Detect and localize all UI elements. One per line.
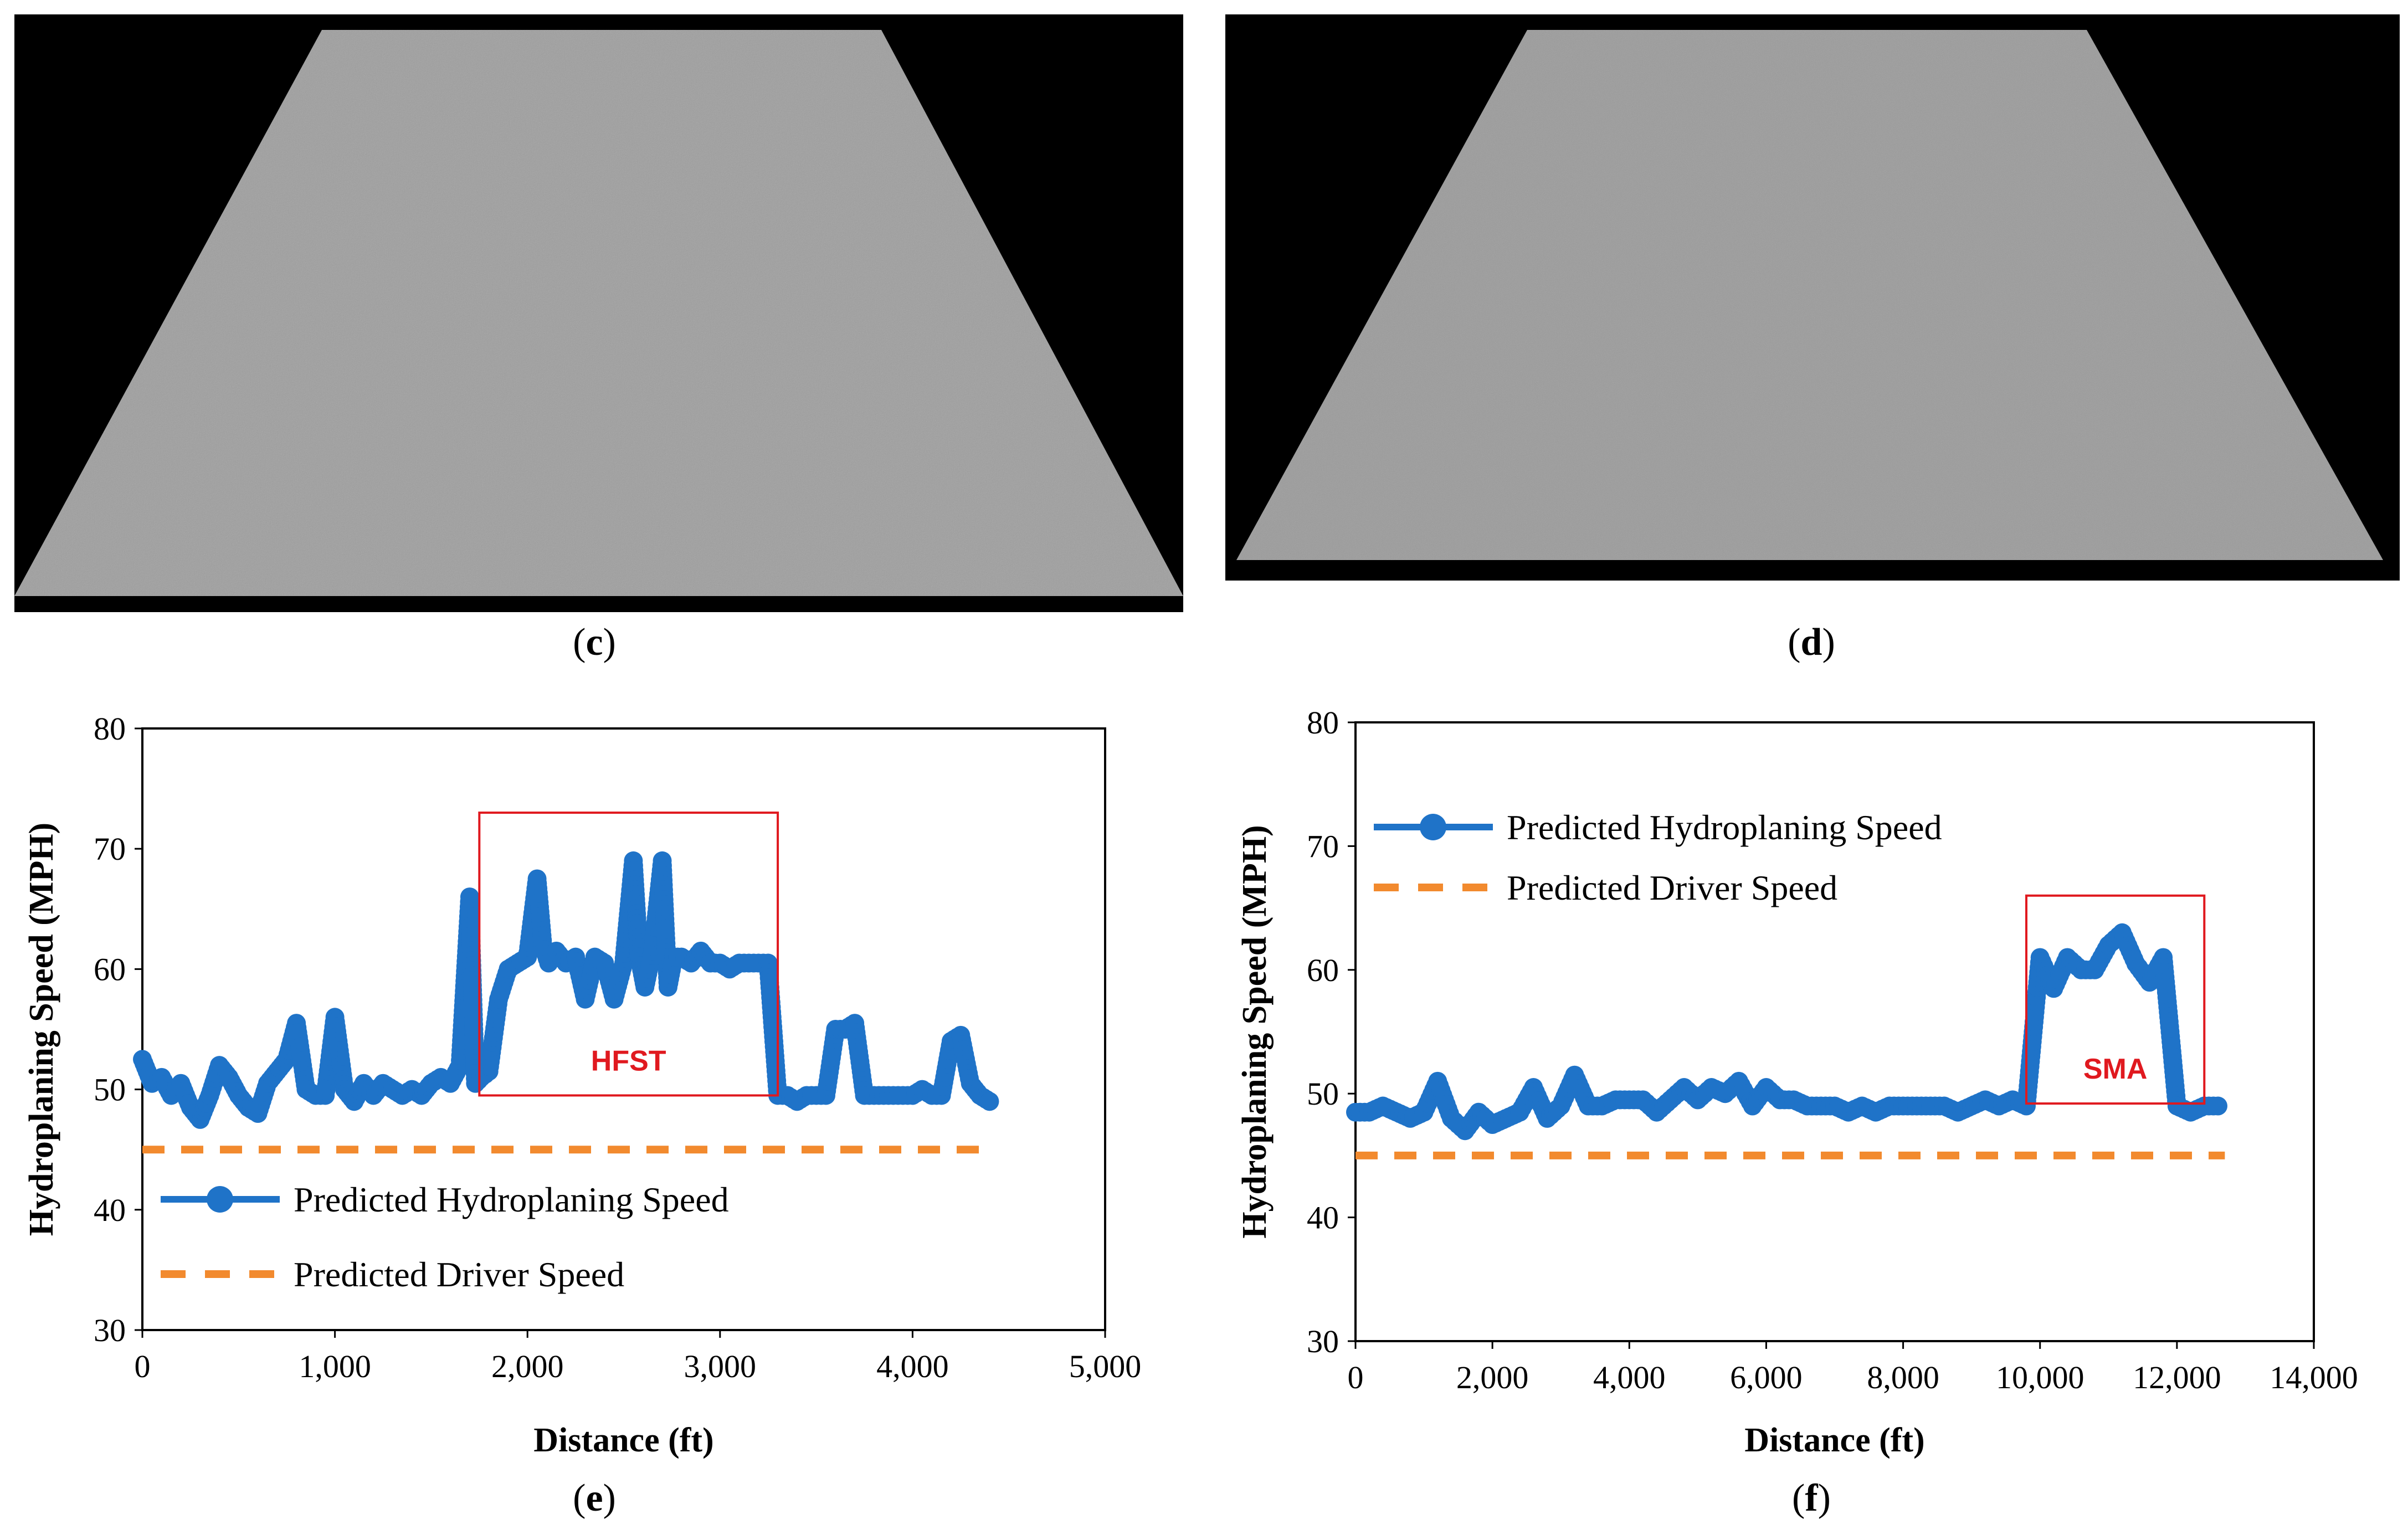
surface-scan-c bbox=[14, 14, 1183, 612]
y-tick-label: 30 bbox=[94, 1312, 126, 1348]
x-tick-label: 8,000 bbox=[1867, 1359, 1939, 1395]
y-tick-label: 80 bbox=[94, 711, 126, 747]
highlight-box-hfst bbox=[478, 812, 779, 1097]
surface-scan-d-image bbox=[1236, 30, 2383, 560]
x-tick-label: 5,000 bbox=[1069, 1348, 1142, 1384]
x-tick-label: 4,000 bbox=[876, 1348, 949, 1384]
x-tick-label: 0 bbox=[1348, 1359, 1364, 1395]
x-axis-title: Distance (ft) bbox=[1744, 1421, 1924, 1459]
y-axis-title: Hydroplaning Speed (MPH) bbox=[1236, 825, 1274, 1238]
chart-f: 30 40 50 60 70 80 0 2,000 4,000 6,000 8,000 10,000 1… bbox=[1236, 705, 2358, 1459]
x-axis-title: Distance (ft) bbox=[533, 1421, 713, 1459]
caption-d: (d) bbox=[1788, 621, 1835, 664]
y-tick-label: 60 bbox=[94, 951, 126, 987]
legend-hydroplaning-swatch-marker bbox=[207, 1186, 233, 1213]
y-tick-label: 70 bbox=[94, 831, 126, 867]
highlight-box-sma bbox=[2025, 894, 2206, 1105]
highlight-label-sma: SMA bbox=[2083, 1053, 2148, 1085]
caption-e: (e) bbox=[573, 1477, 616, 1520]
hydroplaning-speed-point bbox=[2209, 1096, 2227, 1116]
x-tick-label: 2,000 bbox=[491, 1348, 564, 1384]
x-tick-label: 6,000 bbox=[1730, 1359, 1803, 1395]
x-tick-label: 4,000 bbox=[1593, 1359, 1666, 1395]
caption-c: (c) bbox=[573, 621, 616, 664]
y-tick-label: 80 bbox=[1307, 705, 1339, 741]
y-tick-label: 50 bbox=[94, 1072, 126, 1108]
legend-hydroplaning-swatch-marker bbox=[1420, 814, 1446, 840]
legend-hydroplaning-label: Predicted Hydroplaning Speed bbox=[1507, 808, 1942, 847]
x-tick-label: 1,000 bbox=[299, 1348, 371, 1384]
legend-driver-label: Predicted Driver Speed bbox=[1507, 868, 1837, 907]
caption-f: (f) bbox=[1792, 1477, 1831, 1520]
surface-scan-d bbox=[1225, 14, 2400, 581]
chart-e: 30 40 50 60 70 80 0 1,000 2,000 3,000 4,000 5,000 Hy… bbox=[23, 711, 1142, 1459]
x-tick-label: 2,000 bbox=[1456, 1359, 1529, 1395]
x-tick-label: 0 bbox=[135, 1348, 151, 1384]
x-tick-label: 14,000 bbox=[2270, 1359, 2358, 1395]
highlight-label-hfst: HFST bbox=[591, 1045, 666, 1077]
x-tick-label: 3,000 bbox=[684, 1348, 757, 1384]
legend-driver-label: Predicted Driver Speed bbox=[294, 1255, 624, 1294]
y-tick-label: 30 bbox=[1307, 1323, 1339, 1359]
x-tick-label: 12,000 bbox=[2133, 1359, 2221, 1395]
y-tick-label: 60 bbox=[1307, 952, 1339, 988]
surface-scan-c-image bbox=[14, 30, 1183, 596]
x-tick-label: 10,000 bbox=[1996, 1359, 2084, 1395]
legend-hydroplaning-label: Predicted Hydroplaning Speed bbox=[294, 1180, 729, 1219]
y-tick-label: 70 bbox=[1307, 828, 1339, 864]
y-tick-label: 40 bbox=[94, 1192, 126, 1228]
y-tick-label: 50 bbox=[1307, 1076, 1339, 1112]
plot-area bbox=[1354, 721, 2315, 1342]
y-axis-title: Hydroplaning Speed (MPH) bbox=[23, 823, 60, 1236]
hydroplaning-speed-point bbox=[980, 1092, 999, 1111]
y-tick-label: 40 bbox=[1307, 1200, 1339, 1236]
